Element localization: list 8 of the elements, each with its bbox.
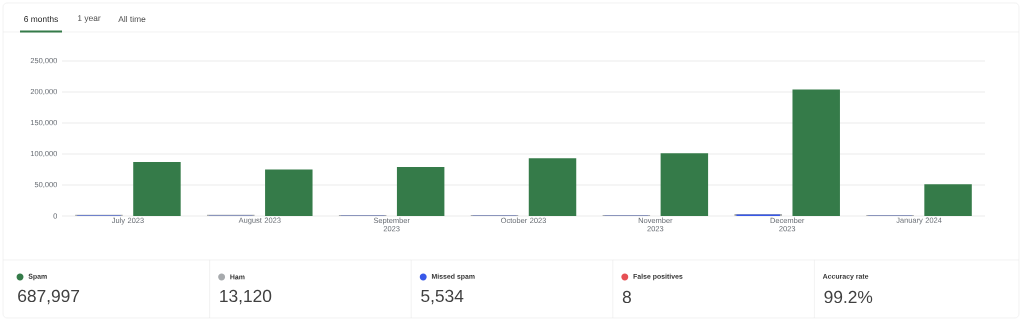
text: All time: [118, 15, 146, 23]
text: 5,534: [421, 289, 464, 305]
text: 6 months: [24, 15, 58, 23]
text: 8: [622, 290, 631, 304]
text: 13,120: [220, 289, 272, 305]
text: 687,997: [18, 289, 80, 305]
text: 1 year: [78, 15, 101, 23]
text: 99.2%: [824, 290, 873, 304]
